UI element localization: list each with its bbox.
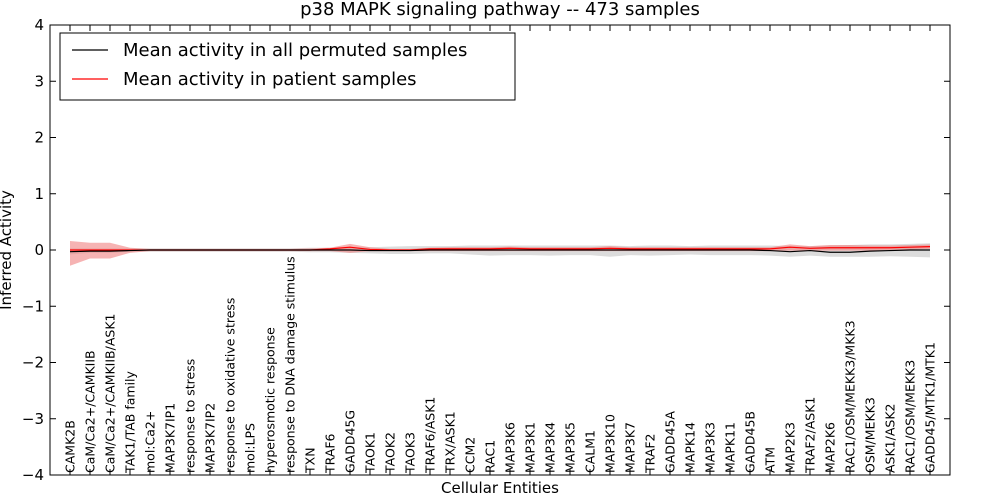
- x-tick-label: response to oxidative stress: [223, 298, 238, 473]
- x-tick-label: CAMK2B: [63, 420, 78, 473]
- x-tick-label: GADD45B: [743, 411, 758, 473]
- x-tick-label: MAP3K7: [623, 422, 638, 473]
- x-tick-label: GADD45A: [663, 411, 678, 473]
- y-axis-label: Inferred Activity: [0, 190, 15, 310]
- x-tick-label: RAC1/OSM/MEKK3: [903, 360, 918, 473]
- x-tick-label: TAK1/TAB family: [123, 370, 138, 474]
- x-tick-label: MAPK11: [723, 422, 738, 473]
- x-tick-label: MAP2K6: [823, 422, 838, 473]
- x-tick-label: MAP3K5: [563, 422, 578, 473]
- x-tick-label: mol:Ca2+: [143, 411, 158, 473]
- x-axis-label: Cellular Entities: [441, 479, 559, 497]
- x-tick-label: MAP3K1: [523, 422, 538, 473]
- x-tick-label: MAP3K4: [543, 422, 558, 473]
- x-tick-label: GADD45G: [343, 410, 358, 473]
- x-tick-label: CaM/Ca2+/CAMKIIB: [83, 350, 98, 473]
- x-tick-label: MAP3K3: [703, 422, 718, 473]
- x-tick-label: CCM2: [463, 437, 478, 473]
- x-tick-label: response to DNA damage stimulus: [283, 256, 298, 473]
- legend-entry-permuted: Mean activity in all permuted samples: [123, 40, 467, 61]
- x-tick-label: MAPK14: [683, 422, 698, 473]
- x-tick-label: MAP3K6: [503, 422, 518, 473]
- x-tick-label: TRAF2/ASK1: [803, 397, 818, 474]
- x-tick-label: GADD45/MTK1/MTK1: [923, 342, 938, 473]
- x-tick-label: CALM1: [583, 430, 598, 473]
- y-tick-label: −3: [22, 410, 44, 428]
- x-tick-label: CaM/Ca2+/CAMKIIB/ASK1: [103, 314, 118, 473]
- x-tick-label: TXN: [303, 447, 318, 474]
- y-axis: 4 3 2 1 0 −1 −2 −3 −4: [22, 16, 950, 484]
- legend-entry-patient: Mean activity in patient samples: [123, 69, 417, 90]
- x-tick-label: MAP2K3: [783, 422, 798, 473]
- x-tick-label: RAC1: [483, 440, 498, 473]
- x-tick-label: TAOK3: [403, 432, 418, 474]
- x-tick-label: MAP3K10: [603, 414, 618, 473]
- legend-box: [59, 32, 516, 101]
- x-tick-label: OSM/MEKK3: [863, 397, 878, 473]
- x-tick-label: ATM: [763, 447, 778, 473]
- x-tick-label: TRAF2: [643, 433, 658, 474]
- x-tick-label: MAP3K7IP2: [203, 403, 218, 473]
- series-line-permuted: [69, 249, 930, 253]
- band-patient: [70, 241, 930, 266]
- x-tick-label: ASK1/ASK2: [883, 404, 898, 473]
- x-tick-label: TRAF6/ASK1: [423, 397, 438, 474]
- y-tick-label: 1: [34, 185, 44, 203]
- x-tick-label: MAP3K7IP1: [163, 403, 178, 473]
- series-lines: [69, 246, 931, 253]
- x-tick-label: TRAF6: [323, 433, 338, 474]
- y-tick-label: −4: [22, 466, 44, 484]
- x-tick-label: mol:LPS: [243, 423, 258, 473]
- x-axis: CAMK2B CaM/Ca2+/CAMKIIB CaM/Ca2+/CAMKIIB/A…: [63, 25, 938, 475]
- y-tick-label: −1: [22, 297, 44, 315]
- x-tick-label: response to stress: [183, 359, 198, 473]
- confidence-bands: [70, 241, 930, 266]
- x-tick-label: TAOK1: [363, 432, 378, 474]
- y-tick-label: 0: [34, 241, 44, 259]
- x-tick-label: RAC1/OSM/MEKK3/MKK3: [843, 320, 858, 473]
- x-tick-label: TRX/ASK1: [443, 411, 458, 474]
- chart-title: p38 MAPK signaling pathway -- 473 sample…: [300, 0, 700, 20]
- legend: Mean activity in all permuted samples Me…: [59, 32, 516, 101]
- y-tick-label: 2: [34, 129, 44, 147]
- x-tick-label: hyperosmotic response: [263, 327, 278, 473]
- y-tick-label: 4: [34, 16, 44, 34]
- x-tick-label: TAOK2: [383, 432, 398, 474]
- y-tick-label: −2: [22, 354, 44, 372]
- y-tick-label: 3: [34, 72, 44, 90]
